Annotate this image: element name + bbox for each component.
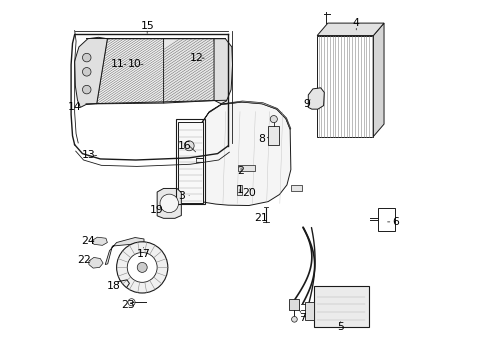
- Bar: [236, 185, 242, 195]
- Text: 2: 2: [237, 166, 244, 176]
- Text: 9: 9: [302, 99, 309, 109]
- Text: 20: 20: [242, 188, 256, 198]
- Bar: [238, 165, 255, 171]
- Text: 17: 17: [136, 249, 150, 259]
- Circle shape: [160, 194, 178, 213]
- Polygon shape: [105, 237, 144, 265]
- Polygon shape: [89, 257, 103, 268]
- Text: 24: 24: [81, 236, 94, 246]
- Circle shape: [82, 85, 91, 94]
- Bar: [313, 286, 368, 327]
- Bar: [175, 120, 204, 204]
- Text: 16: 16: [177, 141, 191, 151]
- Polygon shape: [308, 88, 324, 109]
- Circle shape: [184, 141, 194, 151]
- Text: 11: 11: [111, 59, 125, 69]
- Circle shape: [270, 116, 277, 123]
- Text: 4: 4: [352, 18, 359, 28]
- Circle shape: [116, 242, 167, 293]
- Text: 15: 15: [140, 21, 154, 31]
- Polygon shape: [373, 23, 383, 136]
- Text: 1: 1: [236, 185, 243, 195]
- Polygon shape: [317, 23, 383, 36]
- Text: 8: 8: [258, 134, 265, 144]
- Text: 22: 22: [77, 255, 91, 265]
- Bar: [268, 126, 279, 145]
- Text: 23: 23: [121, 300, 135, 310]
- Polygon shape: [157, 188, 181, 218]
- Text: 3: 3: [178, 191, 185, 201]
- Polygon shape: [178, 122, 202, 203]
- Polygon shape: [304, 302, 313, 320]
- Text: 12: 12: [189, 52, 203, 62]
- Polygon shape: [96, 39, 163, 104]
- Text: 7: 7: [298, 313, 305, 323]
- Circle shape: [137, 262, 147, 272]
- Text: 10: 10: [128, 59, 141, 69]
- Bar: [290, 185, 301, 191]
- Polygon shape: [201, 102, 290, 206]
- Bar: [317, 36, 373, 136]
- Polygon shape: [75, 37, 107, 107]
- Polygon shape: [201, 101, 290, 130]
- Circle shape: [128, 299, 135, 306]
- Text: 14: 14: [68, 102, 81, 112]
- Polygon shape: [91, 237, 107, 245]
- Polygon shape: [163, 39, 219, 103]
- Text: 6: 6: [391, 217, 398, 227]
- Polygon shape: [213, 39, 232, 104]
- Text: 13: 13: [82, 150, 95, 160]
- Bar: [289, 299, 299, 310]
- Text: 19: 19: [150, 205, 164, 215]
- Text: 18: 18: [106, 281, 121, 291]
- Circle shape: [291, 316, 297, 322]
- Text: 21: 21: [254, 213, 267, 223]
- Circle shape: [82, 53, 91, 62]
- Circle shape: [127, 252, 157, 282]
- Circle shape: [82, 67, 91, 76]
- Bar: [377, 208, 394, 231]
- Text: 5: 5: [336, 322, 343, 332]
